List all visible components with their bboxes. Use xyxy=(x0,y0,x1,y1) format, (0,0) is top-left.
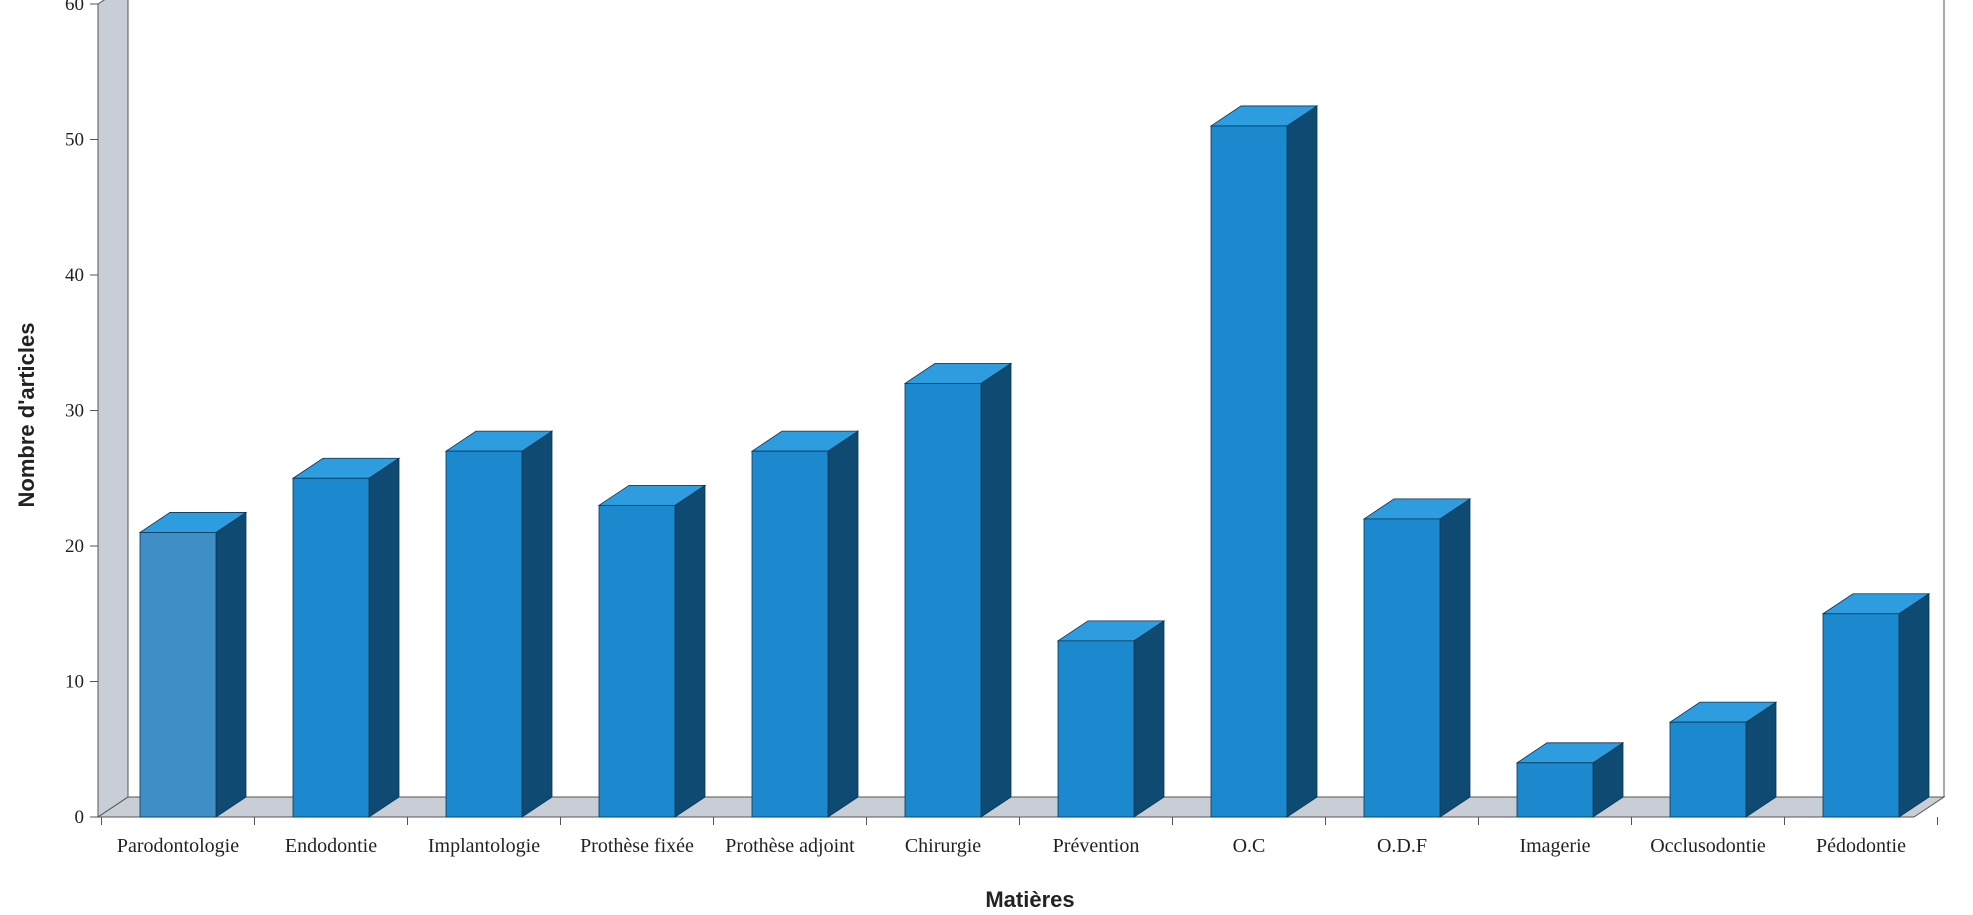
back-wall xyxy=(127,0,1945,798)
bar xyxy=(1362,498,1472,818)
side-wall xyxy=(97,0,129,818)
y-tick-label: 0 xyxy=(75,807,85,828)
bar-side xyxy=(521,430,553,818)
y-axis: 0 10 20 30 40 50 60 xyxy=(65,0,98,828)
bar-front xyxy=(1516,762,1594,818)
category-label: Endodontie xyxy=(285,835,377,857)
x-axis-title: Matières xyxy=(985,887,1074,912)
category-label: Parodontologie xyxy=(117,835,239,857)
bar-side xyxy=(674,484,706,818)
x-axis: Parodontologie Endodontie Implantologie Pro… xyxy=(101,817,1938,857)
bar-side xyxy=(1286,105,1318,818)
bar xyxy=(1668,701,1778,818)
bar-side xyxy=(1439,498,1471,818)
bar xyxy=(597,484,707,818)
chart-walls xyxy=(96,0,1946,818)
bar xyxy=(291,457,401,818)
bars xyxy=(138,105,1931,818)
bar xyxy=(750,430,860,818)
category-label: Pédodontie xyxy=(1816,835,1906,857)
bar-front xyxy=(1210,125,1288,818)
bar xyxy=(1056,620,1166,818)
category-label: Imagerie xyxy=(1519,835,1590,857)
bar xyxy=(138,511,248,818)
bar-front xyxy=(139,532,217,818)
category-label: O.C xyxy=(1233,835,1266,857)
y-tick-label: 30 xyxy=(65,401,84,422)
bar-front xyxy=(292,477,370,818)
bar-side xyxy=(368,457,400,818)
bar xyxy=(444,430,554,818)
bar-front xyxy=(1363,518,1441,818)
category-label: Prévention xyxy=(1053,835,1140,857)
y-axis-title: Nombre d'articles xyxy=(14,323,39,508)
bar-front xyxy=(904,382,982,818)
category-label: Prothèse fixée xyxy=(580,835,694,857)
y-tick-label: 10 xyxy=(65,672,84,693)
category-label: O.D.F xyxy=(1377,835,1427,857)
bar-side xyxy=(1898,593,1930,818)
bar xyxy=(1209,105,1319,818)
bar xyxy=(1821,593,1931,818)
category-label: Chirurgie xyxy=(905,835,981,857)
bar-side xyxy=(980,362,1012,818)
bar xyxy=(1515,742,1625,818)
y-tick-label: 20 xyxy=(65,536,84,557)
bar-front xyxy=(598,504,676,818)
y-tick-label: 50 xyxy=(65,130,84,151)
y-tick-label: 40 xyxy=(65,265,84,286)
bar-side xyxy=(215,511,247,818)
bar-front xyxy=(1057,640,1135,818)
bar-side xyxy=(1133,620,1165,818)
bar-side xyxy=(827,430,859,818)
bar-front xyxy=(445,450,523,818)
y-tick-label: 60 xyxy=(65,0,84,15)
category-label: Prothèse adjoint xyxy=(725,835,855,857)
bar-front xyxy=(1669,721,1747,818)
category-label: Implantologie xyxy=(428,835,540,857)
category-label: Occlusodontie xyxy=(1650,835,1766,857)
bar xyxy=(903,362,1013,818)
bar-front xyxy=(751,450,829,818)
bar-front xyxy=(1822,613,1900,818)
